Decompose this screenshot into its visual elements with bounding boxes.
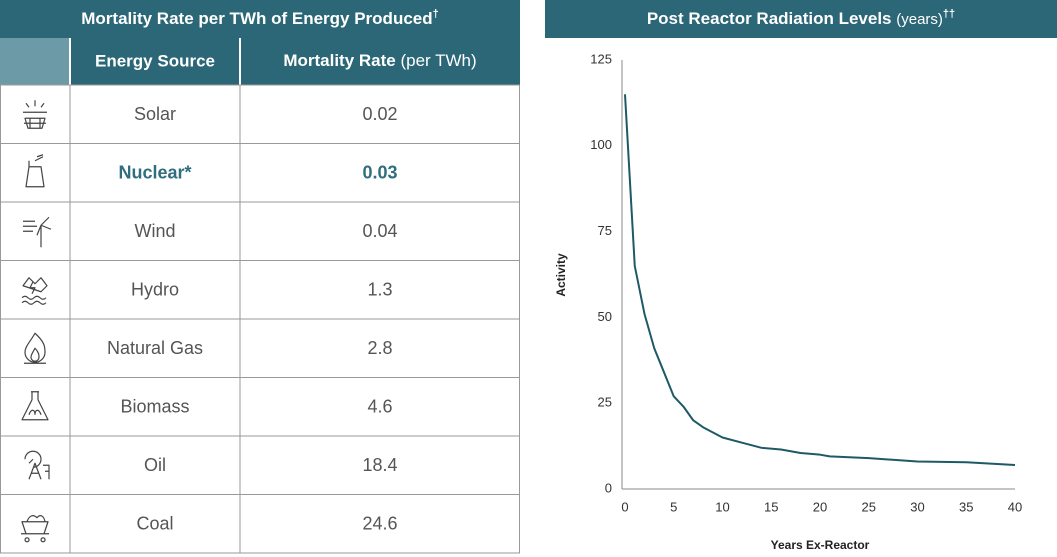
title-mark: † bbox=[433, 8, 439, 20]
energy-source: Coal bbox=[136, 514, 173, 534]
x-tick-label: 35 bbox=[959, 499, 973, 514]
column-header: Energy Source bbox=[95, 51, 215, 70]
energy-source: Hydro bbox=[131, 280, 179, 300]
mortality-rate: 0.02 bbox=[362, 104, 397, 124]
energy-source: Nuclear* bbox=[118, 163, 191, 183]
table-row bbox=[0, 201, 520, 261]
chart-title-text: Post Reactor Radiation Levels bbox=[647, 9, 892, 28]
energy-source: Biomass bbox=[120, 397, 189, 417]
x-tick-label: 20 bbox=[813, 499, 827, 514]
y-axis-label: Activity bbox=[554, 253, 568, 297]
mortality-rate: 24.6 bbox=[362, 514, 397, 534]
energy-source: Oil bbox=[144, 455, 166, 475]
table-row bbox=[0, 494, 520, 554]
x-tick-label: 5 bbox=[670, 499, 677, 514]
energy-icon bbox=[24, 332, 46, 364]
table-row bbox=[0, 84, 520, 144]
energy-icon bbox=[21, 515, 49, 543]
mortality-rate: 2.8 bbox=[367, 338, 392, 358]
y-tick-label: 50 bbox=[598, 309, 612, 324]
title-mark: †† bbox=[943, 8, 955, 20]
energy-icon bbox=[24, 450, 50, 480]
x-tick-label: 0 bbox=[621, 499, 628, 514]
x-tick-label: 30 bbox=[910, 499, 924, 514]
mortality-rate: 0.04 bbox=[362, 221, 397, 241]
energy-source: Solar bbox=[134, 104, 176, 124]
y-tick-label: 100 bbox=[590, 137, 612, 152]
mortality-rate: 18.4 bbox=[362, 455, 397, 475]
x-tick-label: 10 bbox=[715, 499, 729, 514]
x-tick-label: 15 bbox=[764, 499, 778, 514]
y-tick-label: 75 bbox=[598, 223, 612, 238]
table-row bbox=[0, 435, 520, 495]
y-tick-label: 0 bbox=[605, 480, 612, 495]
table-header bbox=[70, 38, 520, 85]
table-row bbox=[0, 143, 520, 203]
table-row bbox=[0, 318, 520, 378]
x-tick-label: 25 bbox=[862, 499, 876, 514]
energy-icon bbox=[23, 216, 52, 248]
chart-title-unit: (years) bbox=[896, 11, 943, 28]
energy-icon bbox=[21, 277, 48, 305]
energy-icon bbox=[23, 100, 47, 129]
table-title-bar bbox=[0, 0, 520, 38]
column-header: Mortality Rate (per TWh) bbox=[283, 51, 476, 70]
column-header-text: Mortality Rate bbox=[283, 51, 395, 70]
table-title: Mortality Rate per TWh of Energy Produce… bbox=[81, 8, 439, 29]
mortality-rate: 4.6 bbox=[367, 397, 392, 417]
mortality-rate: 0.03 bbox=[362, 163, 397, 183]
energy-icon bbox=[21, 391, 49, 421]
column-unit: (per TWh) bbox=[400, 51, 476, 70]
table-title-text: Mortality Rate per TWh of Energy Produce… bbox=[81, 9, 432, 28]
energy-source: Natural Gas bbox=[107, 338, 203, 358]
mortality-rate: 1.3 bbox=[367, 280, 392, 300]
x-tick-label: 40 bbox=[1008, 499, 1022, 514]
x-axis-label: Years Ex-Reactor bbox=[771, 538, 870, 552]
y-tick-label: 125 bbox=[590, 51, 612, 66]
chart-title-bar bbox=[545, 0, 1057, 38]
table-row bbox=[0, 377, 520, 437]
chart-title: Post Reactor Radiation Levels (years)†† bbox=[647, 8, 955, 29]
energy-source: Wind bbox=[134, 221, 175, 241]
energy-icon bbox=[25, 154, 45, 188]
y-tick-label: 25 bbox=[598, 395, 612, 410]
table-row bbox=[0, 260, 520, 320]
icon-header bbox=[0, 38, 70, 85]
line-series bbox=[624, 94, 1016, 466]
